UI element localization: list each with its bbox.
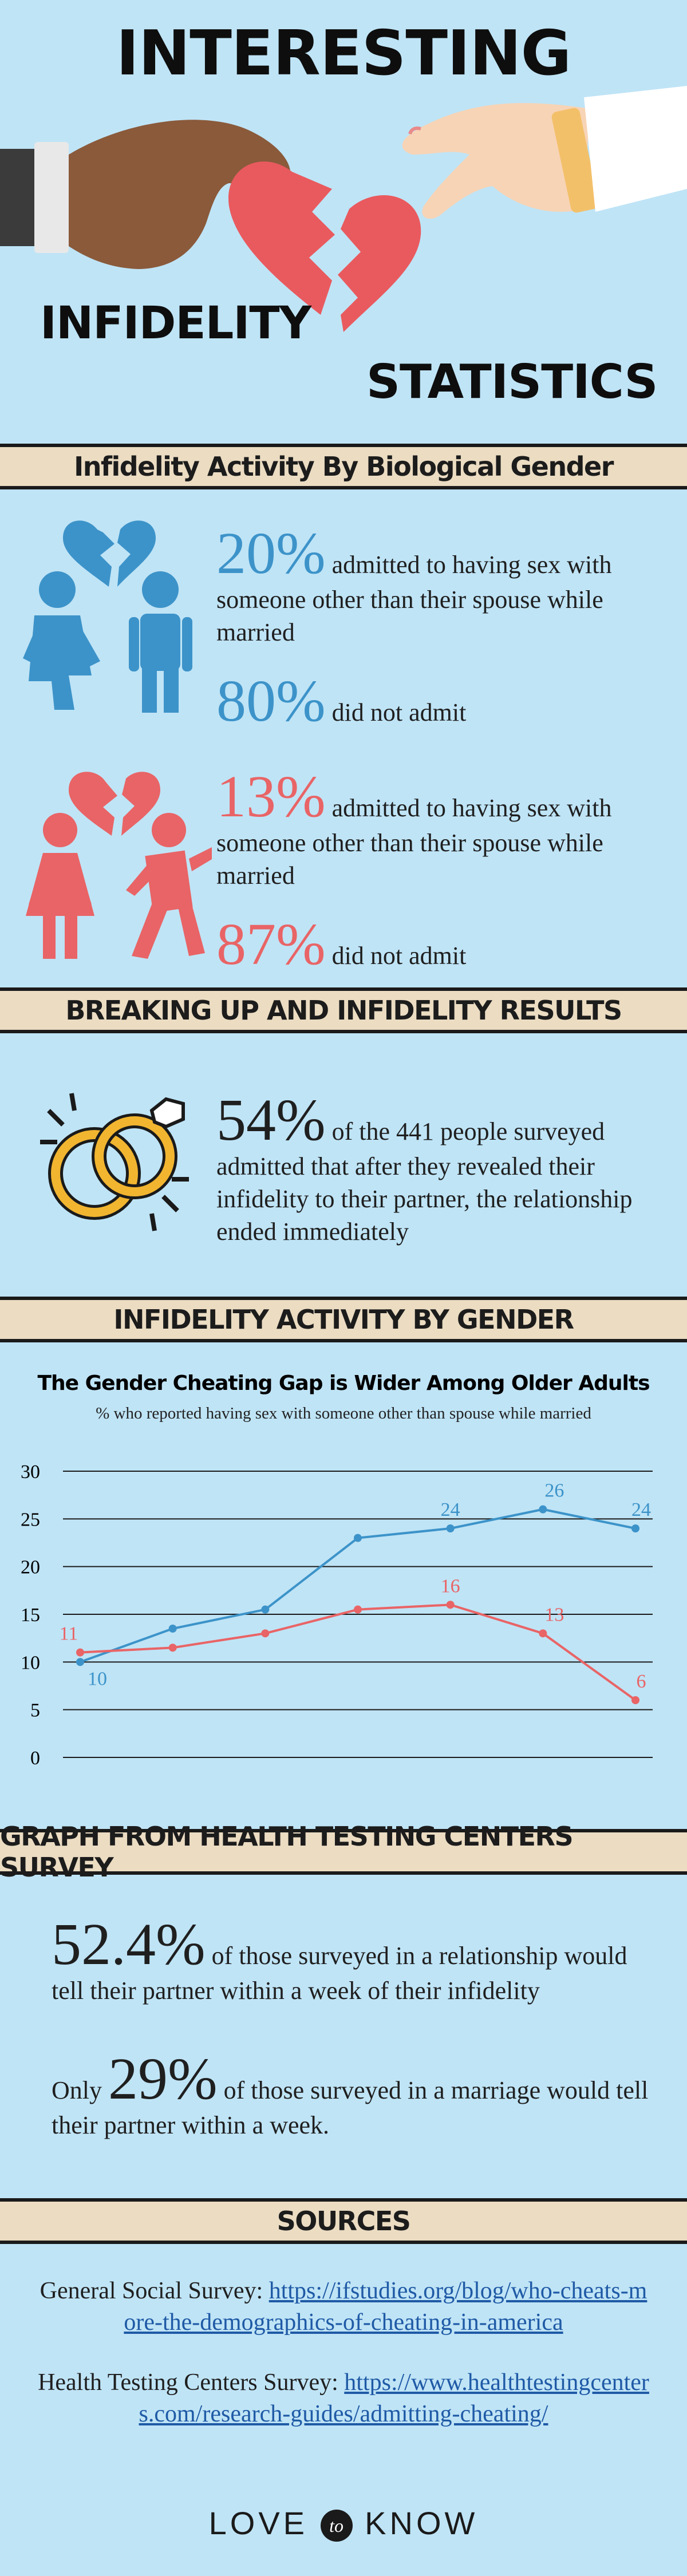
source-1-label: General Social Survey: [40, 2278, 263, 2304]
source-2-link[interactable]: https://www.healthtestingcenters.com/res… [139, 2369, 649, 2427]
data-point [168, 1625, 177, 1633]
y-tick-label: 30 [21, 1461, 40, 1483]
breakup-stat: 54% of the 441 people surveyed admitted … [216, 1091, 669, 1249]
title-top: INTERESTING [116, 18, 572, 89]
brand-left: LOVE [208, 2505, 309, 2541]
data-point [76, 1658, 84, 1666]
title-bottom: STATISTICS [366, 355, 658, 409]
women-not-pct: 87% [216, 911, 326, 978]
y-tick-label: 5 [30, 1700, 40, 1721]
brand-logo: LOVE to KNOW [0, 2504, 687, 2542]
right-hand [402, 103, 590, 219]
breakup-pct: 54% [216, 1087, 326, 1153]
brand-mid: to [320, 2510, 353, 2542]
data-point [631, 1524, 639, 1532]
left-cuff [34, 142, 69, 253]
data-point [168, 1643, 177, 1652]
men-not-pct: 80% [216, 668, 326, 734]
data-label: 26 [544, 1480, 564, 1502]
left-sleeve [0, 149, 34, 246]
source-2-label: Health Testing Centers Survey: [38, 2369, 338, 2396]
section-heading: SOURCES [277, 2206, 411, 2237]
data-point [446, 1524, 455, 1532]
data-point [76, 1648, 84, 1657]
section-band-health: GRAPH FROM HEALTH TESTING CENTERS SURVEY [0, 1821, 687, 1883]
data-point [354, 1534, 362, 1542]
gender-line-chart: The Gender Cheating Gap is Wider Among O… [21, 1372, 653, 1769]
section-band-breakup: BREAKING UP AND INFIDELITY RESULTS [0, 987, 687, 1033]
data-point [539, 1505, 547, 1514]
y-tick-label: 20 [21, 1557, 40, 1578]
broken-heart-right [338, 195, 421, 332]
data-label: 10 [88, 1668, 107, 1689]
women-text: admitted to having sex with someone othe… [216, 794, 612, 890]
men-text: admitted to having sex with someone othe… [216, 551, 612, 647]
health-text-1: of those surveyed in a relationship woul… [52, 1942, 627, 2005]
data-point [354, 1605, 362, 1614]
data-point [261, 1605, 270, 1614]
y-tick-label: 25 [21, 1509, 40, 1530]
men-couple-icon [23, 520, 192, 713]
men-stat: 20% admitted to having sex with someone … [216, 524, 669, 731]
data-label: 24 [441, 1499, 460, 1520]
data-point [261, 1629, 270, 1638]
broken-heart-hands-illustration [0, 86, 687, 332]
source-2: Health Testing Centers Survey: https://w… [34, 2367, 653, 2429]
men-not-text: did not admit [331, 698, 467, 727]
data-point [631, 1696, 639, 1704]
section-heading: INFIDELITY ACTIVITY BY GENDER [113, 1304, 574, 1335]
health-pct-1: 52.4% [52, 1911, 206, 1977]
women-pct: 13% [216, 764, 326, 829]
y-tick-label: 10 [21, 1652, 40, 1673]
y-tick-label: 0 [30, 1748, 40, 1769]
y-tick-label: 15 [21, 1605, 40, 1626]
source-1: General Social Survey: https://ifstudies… [34, 2275, 653, 2338]
bracelet [551, 108, 599, 213]
data-point [446, 1601, 455, 1609]
data-label: 24 [631, 1499, 651, 1520]
left-hand [69, 120, 291, 269]
section-band-sources: SOURCES [0, 2198, 687, 2244]
right-sleeve [584, 86, 687, 212]
title-mid: INFIDELITY [40, 298, 311, 349]
hero-header: INTERESTING INFIDELITY STATISTICS [0, 0, 687, 441]
data-label: 6 [637, 1671, 646, 1692]
women-not-text: did not admit [331, 942, 467, 970]
women-stat: 13% admitted to having sex with someone … [216, 767, 669, 974]
health-stat-2: Only 29% of those surveyed in a marriage… [52, 2049, 658, 2142]
health-pct-2: 29% [108, 2046, 218, 2112]
data-label: 11 [60, 1623, 78, 1645]
health-text-2: of those surveyed in a marriage would te… [52, 2076, 649, 2139]
chart-subtitle: % who reported having sex with someone o… [96, 1404, 591, 1423]
men-pct: 20% [216, 520, 326, 586]
section-heading: BREAKING UP AND INFIDELITY RESULTS [65, 995, 622, 1026]
chart-title: The Gender Cheating Gap is Wider Among O… [37, 1372, 649, 1395]
women-couple-icon [26, 772, 212, 959]
breakup-text: of the 441 people surveyed admitted that… [216, 1117, 633, 1246]
rings-icon [40, 1093, 189, 1231]
brand-right: KNOW [365, 2505, 479, 2541]
section-heading: Infidelity Activity By Biological Gender [74, 451, 614, 482]
section-band-gender-chart: INFIDELITY ACTIVITY BY GENDER [0, 1297, 687, 1342]
health-only: Only [52, 2076, 102, 2104]
broken-heart-left [228, 161, 335, 315]
section-band-bio-gender: Infidelity Activity By Biological Gender [0, 444, 687, 489]
health-stat-1: 52.4% of those surveyed in a relationshi… [52, 1915, 658, 2007]
data-point [539, 1629, 547, 1638]
section-heading: GRAPH FROM HEALTH TESTING CENTERS SURVEY [0, 1821, 574, 1883]
source-1-link[interactable]: https://ifstudies.org/blog/who-cheats-mo… [124, 2278, 647, 2336]
data-label: 16 [441, 1575, 460, 1597]
data-label: 13 [544, 1604, 564, 1625]
